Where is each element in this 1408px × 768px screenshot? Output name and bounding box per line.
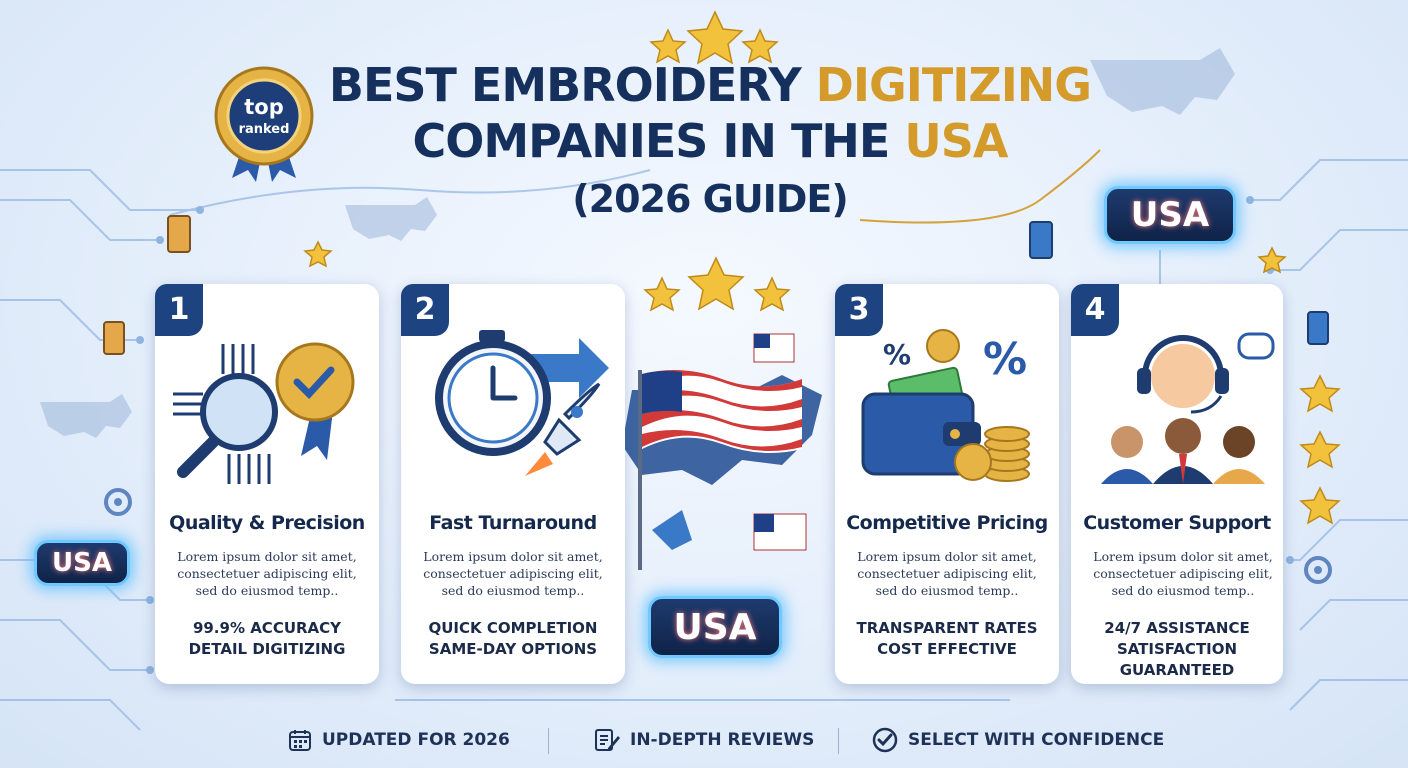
card-highlight-2: SAME-DAY OPTIONS — [428, 640, 598, 658]
card-title: Quality & Precision — [169, 512, 365, 534]
title-line1-b: DIGITIZING — [815, 58, 1092, 112]
magnifier-icon — [173, 342, 355, 484]
top-ranked-badge: top ranked — [214, 66, 314, 182]
title-line2-a: COMPANIES IN THE — [412, 114, 905, 168]
badge-line2: ranked — [239, 122, 290, 137]
card-description: Lorem ipsum dolor sit amet, consectetuer… — [1093, 549, 1273, 598]
footer-item2-label: IN-DEPTH REVIEWS — [630, 730, 815, 750]
footer-divider — [838, 728, 839, 754]
page-title: BEST EMBROIDERY DIGITIZING COMPANIES IN … — [300, 58, 1120, 228]
usa-flag-map-illustration — [622, 333, 822, 570]
card-description: Lorem ipsum dolor sit amet, consectetuer… — [177, 549, 357, 598]
card-number: 2 — [401, 284, 449, 336]
footer-item-reviews: IN-DEPTH REVIEWS — [594, 722, 814, 758]
usa-pill-left: USA — [34, 540, 130, 586]
usa-pill-top-right: USA — [1104, 186, 1236, 244]
card-title: Fast Turnaround — [429, 512, 597, 534]
feature-card-3[interactable]: 3 % % Competitive Pricing Lorem ipsum do… — [835, 284, 1059, 684]
flag-pole — [638, 370, 642, 570]
review-icon — [595, 729, 620, 751]
card-highlight-1: QUICK COMPLETION — [428, 619, 598, 637]
feature-card-1[interactable]: 1 Quality & Precision Lorem ipsum dolor … — [155, 284, 379, 684]
title-line3: (2026 GUIDE) — [572, 177, 848, 221]
card-number: 1 — [155, 284, 203, 336]
wallet-icon: % % — [861, 329, 1030, 482]
flag-icon — [642, 370, 802, 453]
feature-card-2[interactable]: 2 Fast Turnaround Lorem ipsum dolor sit … — [401, 284, 625, 684]
footer-item-updated: UPDATED FOR 2026 — [288, 722, 510, 758]
card-highlight-1: TRANSPARENT RATES — [856, 619, 1038, 637]
svg-text:%: % — [983, 334, 1027, 385]
stopwatch-icon — [435, 330, 609, 476]
footer-item3-label: SELECT WITH CONFIDENCE — [908, 730, 1165, 750]
card-highlights: TRANSPARENT RATES COST EFFECTIVE — [835, 618, 1059, 660]
card-highlight-2: COST EFFECTIVE — [877, 640, 1017, 658]
card-number: 4 — [1071, 284, 1119, 336]
calendar-icon — [289, 730, 311, 751]
card-description: Lorem ipsum dolor sit amet, consectetuer… — [423, 549, 603, 598]
feature-card-4[interactable]: 4 Customer Support Lorem ipsum dolor sit… — [1071, 284, 1283, 684]
card-highlights: 99.9% ACCURACY DETAIL DIGITIZING — [155, 618, 379, 660]
card-highlight-2: DETAIL DIGITIZING — [188, 640, 346, 658]
card-highlight-1: 24/7 ASSISTANCE — [1104, 619, 1250, 637]
rocket-icon — [525, 382, 601, 476]
check-circle-icon — [872, 727, 898, 753]
usa-pill-center: USA — [648, 596, 782, 658]
card-highlights: 24/7 ASSISTANCE SATISFACTION GUARANTEED — [1071, 618, 1283, 681]
svg-text:%: % — [883, 338, 911, 371]
card-highlight-1: 99.9% ACCURACY — [192, 619, 342, 637]
card-highlight-2: SATISFACTION GUARANTEED — [1116, 640, 1238, 679]
card-title: Customer Support — [1083, 512, 1271, 534]
usa-label: USA — [52, 548, 112, 578]
title-line1-a: BEST EMBROIDERY — [328, 58, 816, 112]
footer-item1-label: UPDATED FOR 2026 — [322, 730, 510, 750]
usa-label: USA — [673, 606, 757, 648]
badge-line1: top — [244, 95, 284, 119]
title-line2-b: USA — [904, 114, 1008, 168]
footer-item-confidence: SELECT WITH CONFIDENCE — [872, 722, 1164, 758]
headset-icon — [1101, 332, 1275, 484]
usa-label: USA — [1130, 195, 1210, 235]
card-description: Lorem ipsum dolor sit amet, consectetuer… — [857, 549, 1037, 598]
card-highlights: QUICK COMPLETION SAME-DAY OPTIONS — [401, 618, 625, 660]
footer-divider — [548, 728, 549, 754]
card-number: 3 — [835, 284, 883, 336]
card-title: Competitive Pricing — [846, 512, 1048, 534]
